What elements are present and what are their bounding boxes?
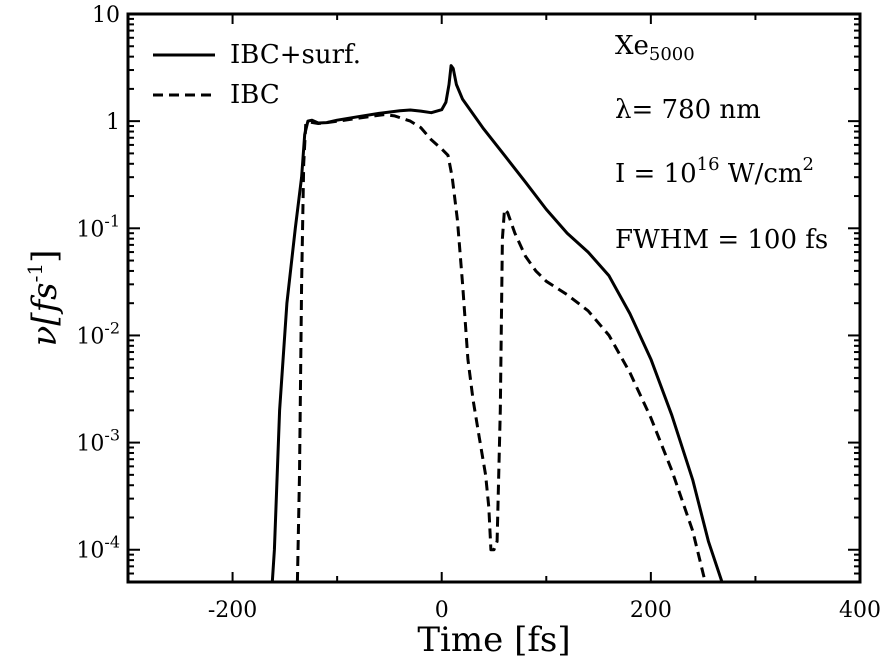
y-tick-label: 1 bbox=[106, 110, 120, 135]
x-tick-label: 200 bbox=[630, 598, 672, 623]
y-tick-label-exp: -3 bbox=[104, 426, 120, 445]
y-axis-title-sup: -1 bbox=[23, 263, 47, 282]
y-tick-label-base: 1 bbox=[106, 110, 120, 135]
ticks-layer bbox=[127, 13, 861, 583]
annotation-cluster-sub: 5000 bbox=[649, 44, 695, 65]
y-tick-label: 10-2 bbox=[76, 318, 120, 349]
plot-frame bbox=[126, 12, 862, 584]
y-axis-title-close: ] bbox=[25, 250, 65, 263]
series-line-ibc bbox=[295, 113, 707, 582]
annotation-intensity-sup2: 2 bbox=[803, 154, 814, 175]
annotations: Xe5000 λ= 780 nm I = 1016 W/cm2 FWHM = 1… bbox=[615, 31, 828, 255]
y-tick-label: 10-1 bbox=[76, 211, 120, 242]
x-tick-label: -200 bbox=[208, 598, 257, 623]
y-tick-label-exp: -4 bbox=[104, 533, 120, 552]
legend: IBC+surf. IBC bbox=[153, 40, 361, 110]
x-tick-labels: -200 0 200 400 bbox=[208, 598, 881, 623]
annotation-cluster: Xe5000 bbox=[615, 31, 695, 65]
annotation-fwhm: FWHM = 100 fs bbox=[615, 225, 828, 255]
annotation-intensity: I = 1016 W/cm2 bbox=[615, 154, 814, 189]
x-tick-label: 400 bbox=[839, 598, 881, 623]
x-axis-title: Time [fs] bbox=[417, 620, 570, 660]
annotation-intensity-text2: W/cm bbox=[720, 159, 803, 189]
y-tick-label: 10-3 bbox=[76, 426, 120, 457]
y-tick-label-base: 10 bbox=[92, 3, 120, 28]
y-tick-label: 10 bbox=[92, 3, 120, 28]
y-tick-label-exp: -1 bbox=[104, 211, 120, 230]
y-axis-title-base: ν[fs bbox=[25, 282, 65, 346]
annotation-cluster-text: Xe bbox=[615, 31, 649, 61]
y-tick-label-exp: -2 bbox=[104, 318, 120, 337]
legend-label-ibc-surf: IBC+surf. bbox=[230, 40, 361, 70]
y-tick-label: 10-4 bbox=[76, 533, 120, 564]
x-tick-label: 0 bbox=[435, 598, 449, 623]
annotation-intensity-text: I = 10 bbox=[615, 159, 697, 189]
y-axis-title: ν[fs-1] bbox=[23, 250, 65, 347]
series-layer bbox=[270, 64, 724, 582]
y-tick-label-base: 10 bbox=[76, 432, 104, 457]
y-tick-label-base: 10 bbox=[76, 539, 104, 564]
y-tick-label-base: 10 bbox=[76, 217, 104, 242]
legend-label-ibc: IBC bbox=[230, 80, 280, 110]
y-tick-label-base: 10 bbox=[76, 324, 104, 349]
annotation-wavelength: λ= 780 nm bbox=[615, 95, 761, 125]
annotation-intensity-sup: 16 bbox=[697, 154, 720, 175]
